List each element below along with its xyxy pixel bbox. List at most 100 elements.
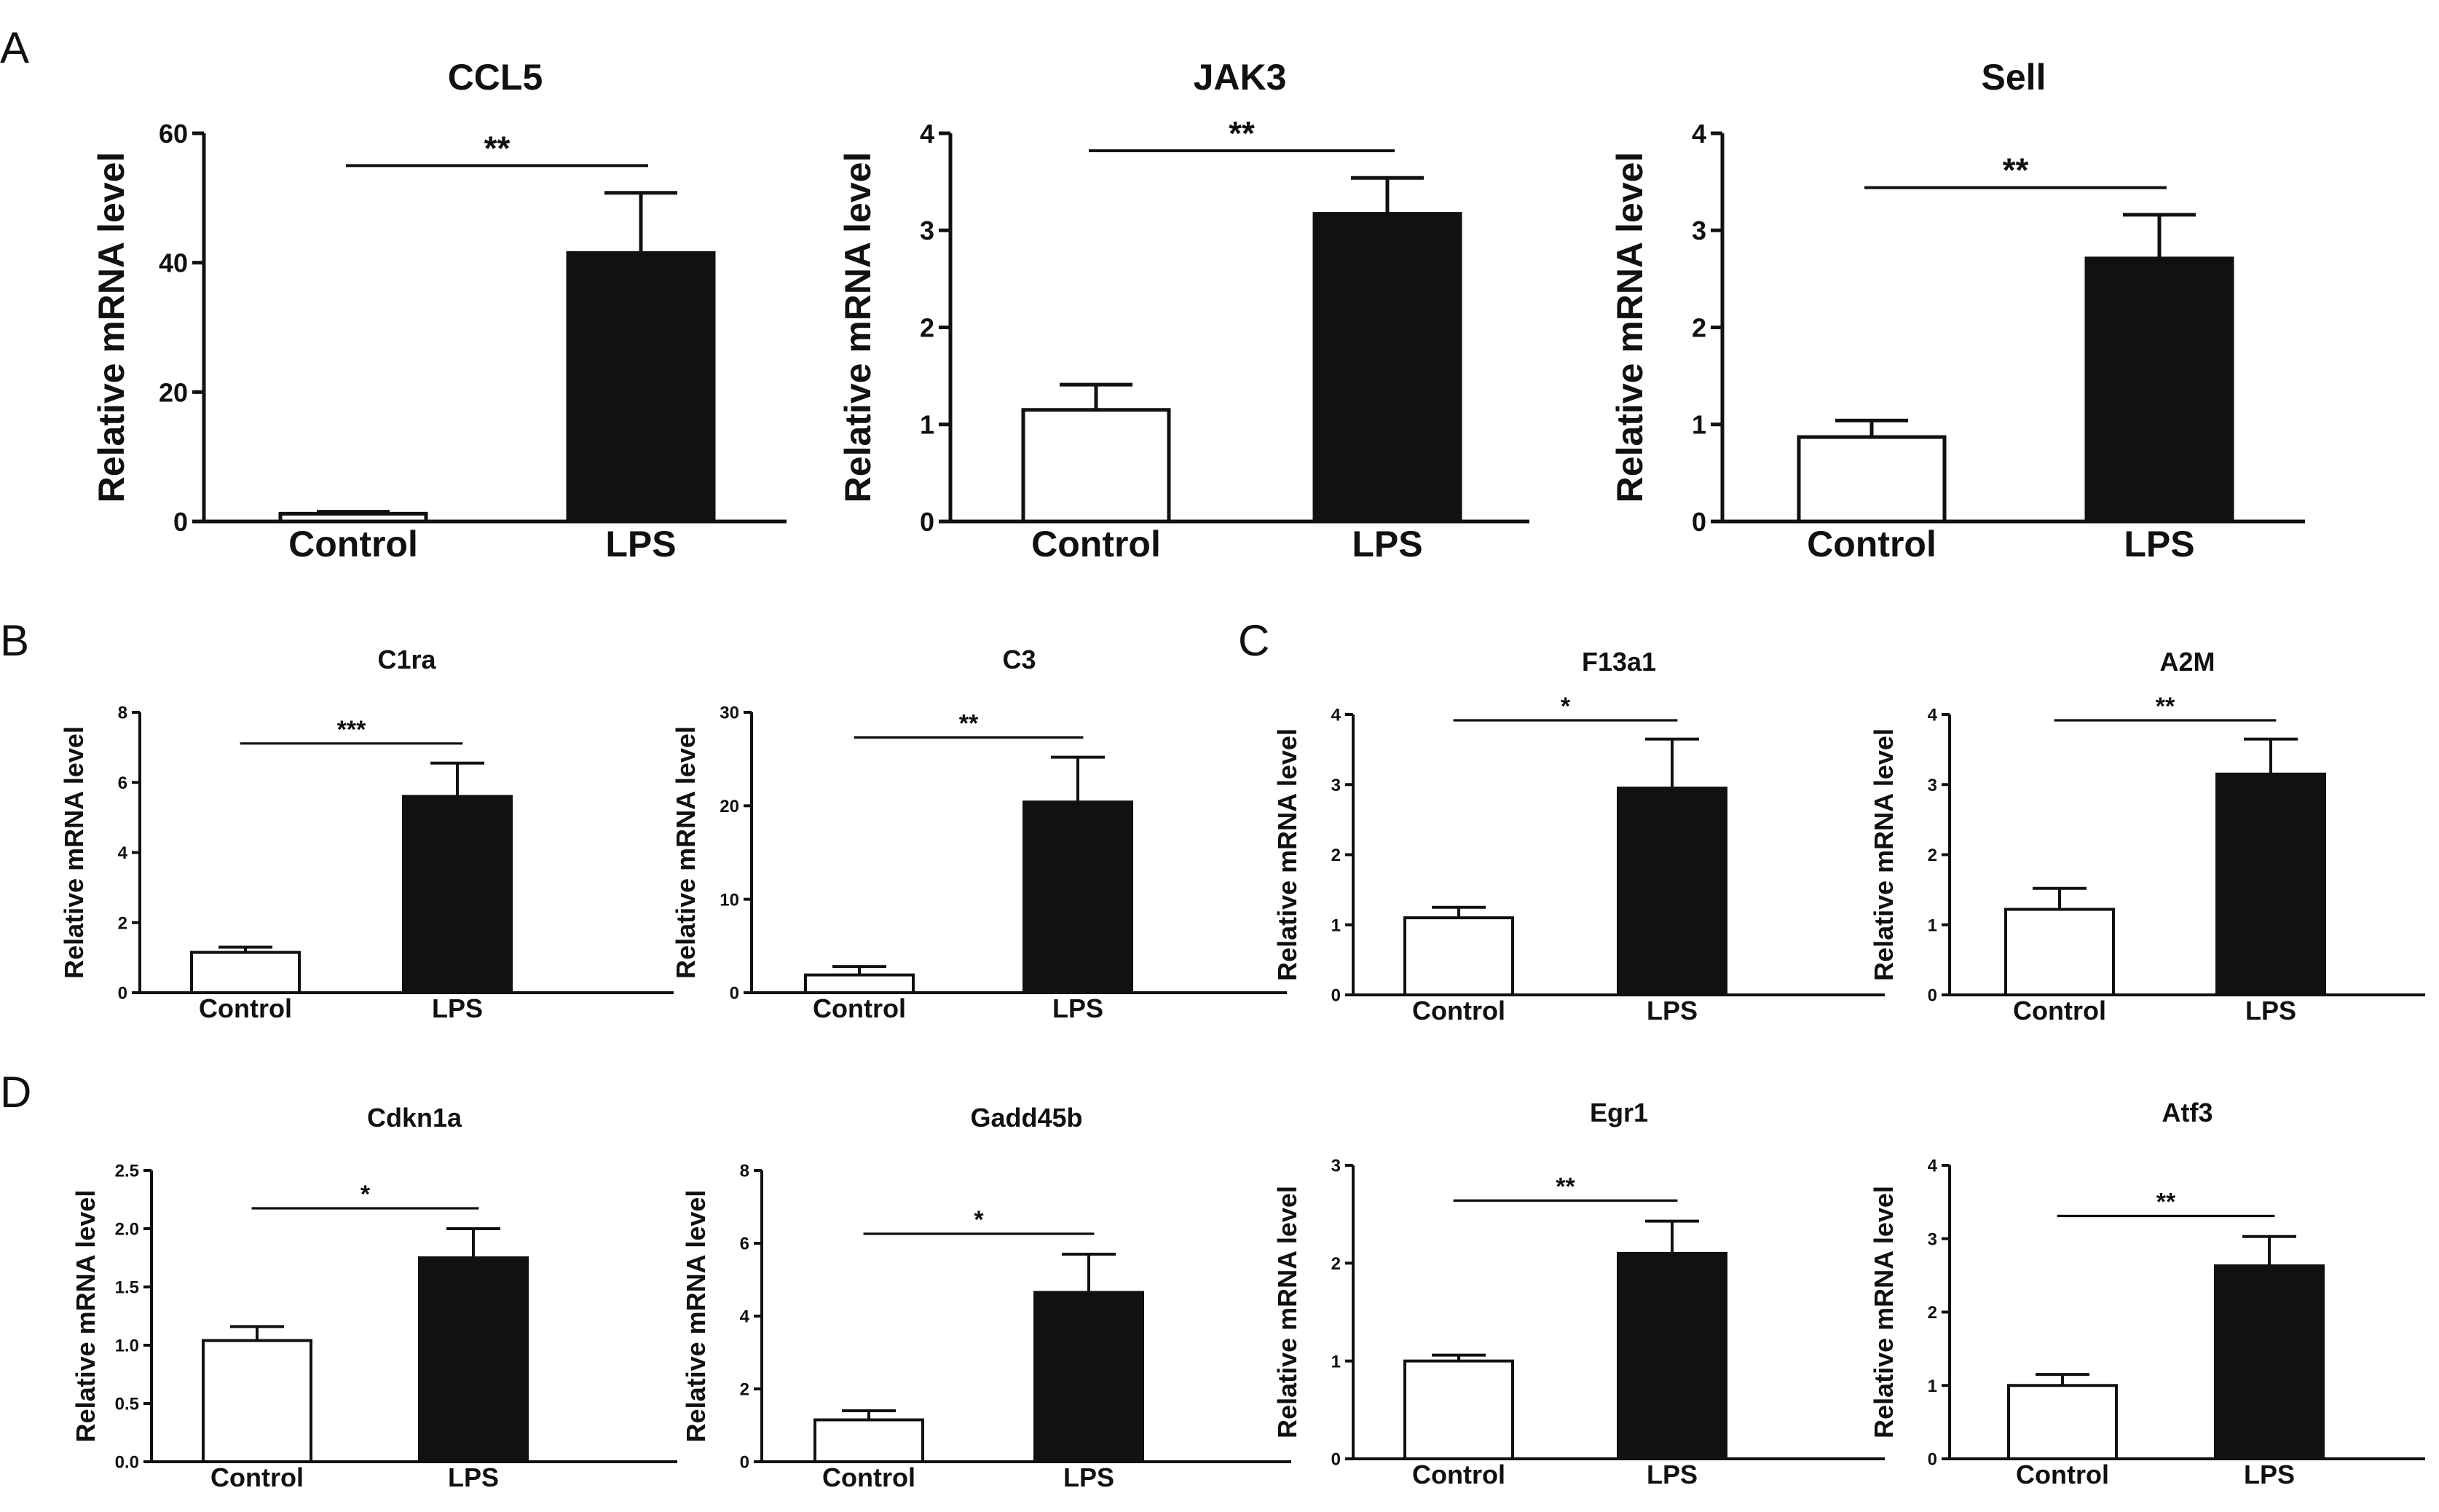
x-tick-label: Control xyxy=(1807,524,1936,564)
x-tick-label: Control xyxy=(1031,524,1161,564)
bar-control xyxy=(190,950,301,994)
chart-jak3: JAK3 Relative mRNA level 0 1 2 3 4 Control LPS ** xyxy=(838,57,1529,564)
x-tick-label: Control xyxy=(199,993,292,1023)
chart-title: CCL5 xyxy=(448,57,543,98)
x-tick-label: LPS xyxy=(1647,996,1698,1025)
y-tick-label: 1 xyxy=(920,410,934,440)
significance-label: ** xyxy=(2156,1189,2176,1216)
y-tick-label: 1.5 xyxy=(115,1278,139,1298)
y-tick-label: 4 xyxy=(1331,706,1341,725)
y-tick-label: 1 xyxy=(1928,1377,1937,1396)
y-tick-label: 0 xyxy=(920,507,934,537)
y-axis-label: Relative mRNA level xyxy=(1869,1186,1899,1438)
y-tick-label: 2 xyxy=(1331,1254,1341,1274)
chart-title: C1ra xyxy=(377,645,436,674)
bar-lps xyxy=(418,1256,529,1463)
y-tick-label: 20 xyxy=(720,797,739,816)
significance-label: ** xyxy=(959,710,979,738)
y-tick-label: 1.0 xyxy=(115,1336,139,1356)
bar-control xyxy=(1021,408,1171,524)
panel-letter-d: D xyxy=(0,1068,32,1117)
bar-lps xyxy=(1617,787,1727,996)
chart-sell: Sell Relative mRNA level 0 1 2 3 4 Control LPS ** xyxy=(1609,57,2305,564)
chart-title: A2M xyxy=(2159,647,2215,677)
y-tick-label: 3 xyxy=(1331,1157,1341,1176)
bar-lps xyxy=(1312,212,1462,524)
y-tick-label: 0 xyxy=(1692,507,1706,537)
significance-label: * xyxy=(974,1206,984,1234)
y-tick-label: 0.0 xyxy=(115,1453,139,1473)
y-tick-label: 0 xyxy=(1331,1450,1341,1470)
y-tick-label: 8 xyxy=(740,1162,749,1181)
y-tick-label: 2.0 xyxy=(115,1220,139,1240)
significance-label: ** xyxy=(1229,114,1255,152)
y-axis-label: Relative mRNA level xyxy=(1272,1186,1302,1438)
chart-title: Sell xyxy=(1982,57,2046,98)
x-tick-label: Control xyxy=(2016,1460,2109,1489)
y-tick-label: 4 xyxy=(740,1307,750,1327)
y-tick-label: 1 xyxy=(1928,916,1937,935)
y-tick-label: 30 xyxy=(720,704,739,723)
y-tick-label: 2 xyxy=(920,312,934,342)
y-tick-label: 4 xyxy=(1928,706,1938,725)
chart-title: JAK3 xyxy=(1194,57,1287,98)
bar-control xyxy=(1403,916,1514,996)
x-tick-label: Control xyxy=(2013,996,2106,1025)
y-tick-label: 4 xyxy=(118,843,128,863)
y-tick-label: 0 xyxy=(740,1453,749,1473)
significance-label: ** xyxy=(1556,1173,1575,1200)
chart-a2m: A2M Relative mRNA level 0 1 2 3 4 Control LPS ** xyxy=(1869,647,2425,1025)
bar-lps xyxy=(2214,1264,2325,1460)
y-tick-label: 3 xyxy=(1928,1229,1937,1249)
y-axis-label: Relative mRNA level xyxy=(1869,728,1899,981)
x-tick-label: LPS xyxy=(1352,524,1422,564)
significance-label: *** xyxy=(337,716,366,744)
x-tick-label: LPS xyxy=(448,1462,499,1492)
y-tick-label: 1 xyxy=(1331,1352,1341,1371)
chart-cdkn1a: Cdkn1a Relative mRNA level 0.0 0.5 1.0 1.5 2.0… xyxy=(71,1103,677,1492)
x-tick-label: LPS xyxy=(2124,524,2194,564)
x-tick-label: Control xyxy=(288,524,418,564)
y-axis-label: Relative mRNA level xyxy=(59,726,89,979)
chart-title: F13a1 xyxy=(1582,647,1656,677)
x-tick-label: LPS xyxy=(2245,996,2296,1025)
x-tick-label: LPS xyxy=(432,993,483,1023)
x-tick-label: LPS xyxy=(1647,1460,1698,1489)
y-tick-label: 2 xyxy=(1692,312,1706,342)
y-tick-label: 4 xyxy=(920,119,934,149)
y-tick-label: 0 xyxy=(1331,986,1341,1006)
chart-c1ra: C1ra Relative mRNA level 0 2 4 6 8 Control LPS **… xyxy=(59,645,674,1023)
x-tick-label: Control xyxy=(1412,996,1505,1025)
y-axis-label: Relative mRNA level xyxy=(1272,728,1302,981)
x-tick-label: Control xyxy=(813,993,906,1023)
significance-label: ** xyxy=(484,129,511,167)
chart-ccl5: CCL5 Relative mRNA level 0 20 40 60 Control LPS… xyxy=(91,57,787,564)
chart-f13a1: F13a1 Relative mRNA level 0 1 2 3 4 Control LPS * xyxy=(1272,647,1885,1025)
bar-control xyxy=(1797,435,1947,524)
bar-lps xyxy=(1023,800,1133,994)
bar-lps xyxy=(402,795,513,994)
y-tick-label: 2 xyxy=(740,1380,749,1400)
bar-control xyxy=(278,511,428,524)
chart-title: Cdkn1a xyxy=(367,1103,462,1133)
bar-control xyxy=(2004,907,2115,996)
bar-lps xyxy=(1617,1251,1727,1461)
chart-c3: C3 Relative mRNA level 0 10 20 30 Control LPS ** xyxy=(671,645,1287,1023)
panel-letter-a: A xyxy=(0,23,30,72)
y-axis-label: Relative mRNA level xyxy=(681,1190,711,1443)
y-tick-label: 0 xyxy=(1928,1450,1937,1470)
bar-control xyxy=(1403,1359,1514,1460)
x-tick-label: Control xyxy=(1412,1460,1505,1489)
bar-control xyxy=(813,1418,924,1463)
y-axis-label: Relative mRNA level xyxy=(71,1190,101,1443)
y-tick-label: 3 xyxy=(1331,776,1341,795)
significance-label: * xyxy=(360,1181,371,1208)
bar-control xyxy=(804,973,915,995)
x-tick-label: LPS xyxy=(605,524,676,564)
bar-lps xyxy=(2084,256,2234,524)
y-tick-label: 60 xyxy=(159,119,188,149)
y-tick-label: 4 xyxy=(1928,1157,1938,1176)
y-tick-label: 6 xyxy=(740,1235,749,1254)
